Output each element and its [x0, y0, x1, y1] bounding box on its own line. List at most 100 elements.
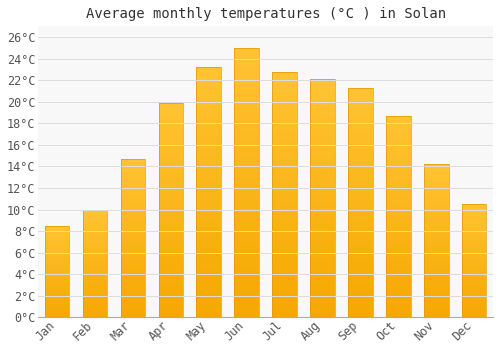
- Bar: [272, 280, 297, 283]
- Bar: [196, 165, 221, 167]
- Bar: [158, 298, 183, 300]
- Bar: [196, 307, 221, 310]
- Bar: [196, 80, 221, 82]
- Bar: [310, 170, 335, 172]
- Bar: [120, 254, 146, 256]
- Bar: [348, 156, 372, 159]
- Bar: [83, 219, 108, 220]
- Bar: [45, 240, 70, 241]
- Bar: [386, 154, 410, 156]
- Bar: [45, 281, 70, 282]
- Bar: [462, 212, 486, 213]
- Bar: [120, 273, 146, 274]
- Bar: [462, 219, 486, 220]
- Bar: [272, 86, 297, 89]
- Bar: [424, 164, 448, 317]
- Bar: [310, 217, 335, 220]
- Bar: [310, 134, 335, 136]
- Bar: [462, 307, 486, 308]
- Bar: [386, 168, 410, 170]
- Bar: [158, 304, 183, 307]
- Bar: [196, 125, 221, 127]
- Bar: [462, 229, 486, 230]
- Bar: [234, 107, 259, 110]
- Bar: [158, 111, 183, 113]
- Bar: [158, 300, 183, 302]
- Bar: [348, 125, 372, 127]
- Bar: [348, 294, 372, 297]
- Bar: [196, 182, 221, 185]
- Bar: [234, 48, 259, 317]
- Bar: [462, 267, 486, 269]
- Bar: [462, 300, 486, 301]
- Bar: [234, 56, 259, 58]
- Bar: [310, 148, 335, 150]
- Bar: [272, 248, 297, 251]
- Bar: [234, 121, 259, 123]
- Bar: [272, 241, 297, 244]
- Bar: [120, 240, 146, 241]
- Bar: [386, 201, 410, 202]
- Bar: [45, 265, 70, 266]
- Bar: [272, 231, 297, 234]
- Bar: [424, 225, 448, 227]
- Bar: [386, 263, 410, 265]
- Bar: [272, 177, 297, 180]
- Bar: [272, 315, 297, 317]
- Bar: [424, 252, 448, 253]
- Bar: [272, 108, 297, 111]
- Bar: [83, 230, 108, 231]
- Bar: [45, 271, 70, 272]
- Bar: [386, 193, 410, 194]
- Bar: [386, 188, 410, 190]
- Bar: [158, 232, 183, 234]
- Bar: [348, 278, 372, 281]
- Bar: [196, 172, 221, 175]
- Bar: [272, 165, 297, 167]
- Bar: [83, 265, 108, 266]
- Bar: [196, 167, 221, 170]
- Bar: [158, 283, 183, 285]
- Bar: [386, 144, 410, 146]
- Bar: [424, 207, 448, 209]
- Bar: [386, 237, 410, 239]
- Bar: [120, 176, 146, 178]
- Bar: [424, 172, 448, 174]
- Bar: [386, 178, 410, 180]
- Bar: [45, 282, 70, 284]
- Bar: [45, 292, 70, 293]
- Bar: [83, 302, 108, 303]
- Bar: [196, 147, 221, 150]
- Bar: [424, 247, 448, 248]
- Bar: [424, 272, 448, 273]
- Bar: [83, 267, 108, 268]
- Bar: [386, 261, 410, 263]
- Bar: [196, 145, 221, 147]
- Bar: [158, 227, 183, 229]
- Bar: [45, 266, 70, 267]
- Bar: [158, 180, 183, 182]
- Bar: [310, 313, 335, 315]
- Bar: [120, 257, 146, 259]
- Bar: [310, 265, 335, 267]
- Bar: [310, 282, 335, 284]
- Bar: [83, 279, 108, 280]
- Bar: [310, 274, 335, 277]
- Bar: [272, 99, 297, 101]
- Bar: [83, 292, 108, 293]
- Bar: [120, 164, 146, 165]
- Bar: [120, 187, 146, 189]
- Bar: [272, 207, 297, 209]
- Bar: [196, 245, 221, 247]
- Bar: [45, 231, 70, 232]
- Bar: [310, 308, 335, 310]
- Bar: [310, 160, 335, 162]
- Bar: [120, 243, 146, 244]
- Bar: [424, 301, 448, 302]
- Bar: [348, 193, 372, 196]
- Bar: [386, 281, 410, 283]
- Bar: [83, 269, 108, 270]
- Bar: [424, 268, 448, 270]
- Bar: [462, 206, 486, 208]
- Bar: [158, 296, 183, 298]
